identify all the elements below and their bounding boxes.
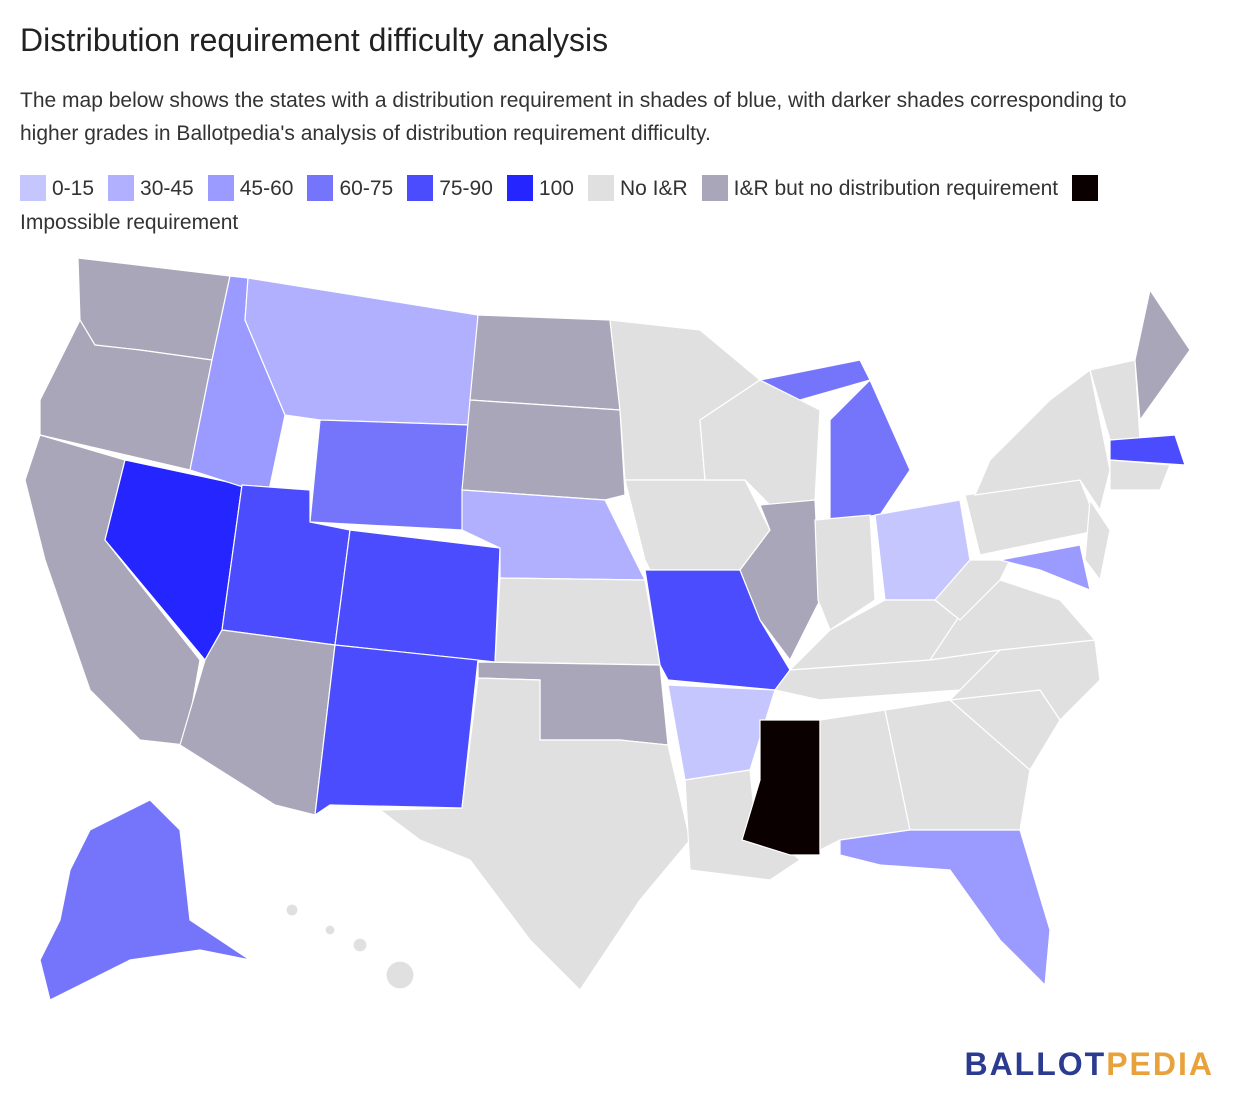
legend-label: 30-45	[140, 177, 194, 200]
legend-item: 45-60	[207, 175, 294, 201]
state	[624, 479, 771, 571]
state	[1084, 498, 1111, 582]
state	[934, 559, 1011, 621]
legend-swatch	[207, 175, 234, 201]
logo-part: BALLOT	[964, 1046, 1107, 1082]
legend-item: 30-45	[108, 175, 194, 201]
legend-label: Impossible requirement	[20, 211, 239, 234]
state	[39, 799, 251, 1001]
state	[1134, 288, 1191, 422]
legend-label: No I&R	[619, 177, 688, 200]
legend-item: No I&R	[587, 175, 688, 201]
state	[667, 684, 776, 781]
state	[999, 544, 1091, 591]
state	[469, 314, 621, 411]
state	[884, 699, 1031, 831]
legend-label: 45-60	[239, 177, 294, 200]
state	[309, 419, 471, 531]
legend-item: I&R but no distribution requirement	[701, 175, 1059, 201]
legend-label: 60-75	[339, 177, 394, 200]
legend-swatch	[307, 175, 334, 201]
legend-swatch	[407, 175, 434, 201]
state	[739, 499, 821, 662]
legend-label: I&R but no distribution requirement	[733, 177, 1059, 200]
state	[378, 677, 691, 991]
description: The map below shows the states with a di…	[20, 89, 1127, 145]
legend-swatch	[506, 175, 533, 201]
state	[461, 399, 626, 501]
legend: 0-15 30-45 45-60 60-75 75-90 100 No I&R I&R but…	[20, 172, 1130, 240]
state	[314, 644, 479, 817]
state	[839, 829, 1051, 987]
legend-item: 75-90	[407, 175, 493, 201]
legend-item: 0-15	[20, 175, 95, 201]
title: Distribution requirement difficulty anal…	[20, 22, 609, 58]
state	[814, 514, 876, 631]
logo: BALLOTPEDIA	[964, 1046, 1214, 1083]
state	[324, 924, 336, 936]
state	[1109, 434, 1186, 466]
map	[24, 257, 1191, 1001]
state	[334, 529, 501, 663]
state	[494, 577, 661, 666]
state	[352, 937, 368, 953]
state	[974, 368, 1111, 512]
state	[244, 277, 479, 426]
logo-part: PEDIA	[1106, 1046, 1214, 1082]
legend-item: Impossible requirement	[20, 175, 1104, 234]
legend-item: 100	[506, 175, 574, 201]
legend-label: 100	[538, 177, 574, 200]
state	[285, 903, 299, 917]
legend-swatch	[108, 175, 135, 201]
state	[684, 769, 801, 881]
state	[385, 960, 415, 990]
state	[1109, 459, 1171, 491]
legend-swatch	[701, 175, 728, 201]
state	[77, 257, 231, 361]
legend-item: 60-75	[307, 175, 394, 201]
legend-swatch	[20, 175, 46, 201]
legend-label: 0-15	[52, 177, 95, 200]
state	[758, 359, 871, 401]
legend-swatch	[1072, 175, 1099, 201]
legend-label: 75-90	[439, 177, 493, 200]
state	[829, 378, 911, 521]
legend-swatch	[587, 175, 614, 201]
